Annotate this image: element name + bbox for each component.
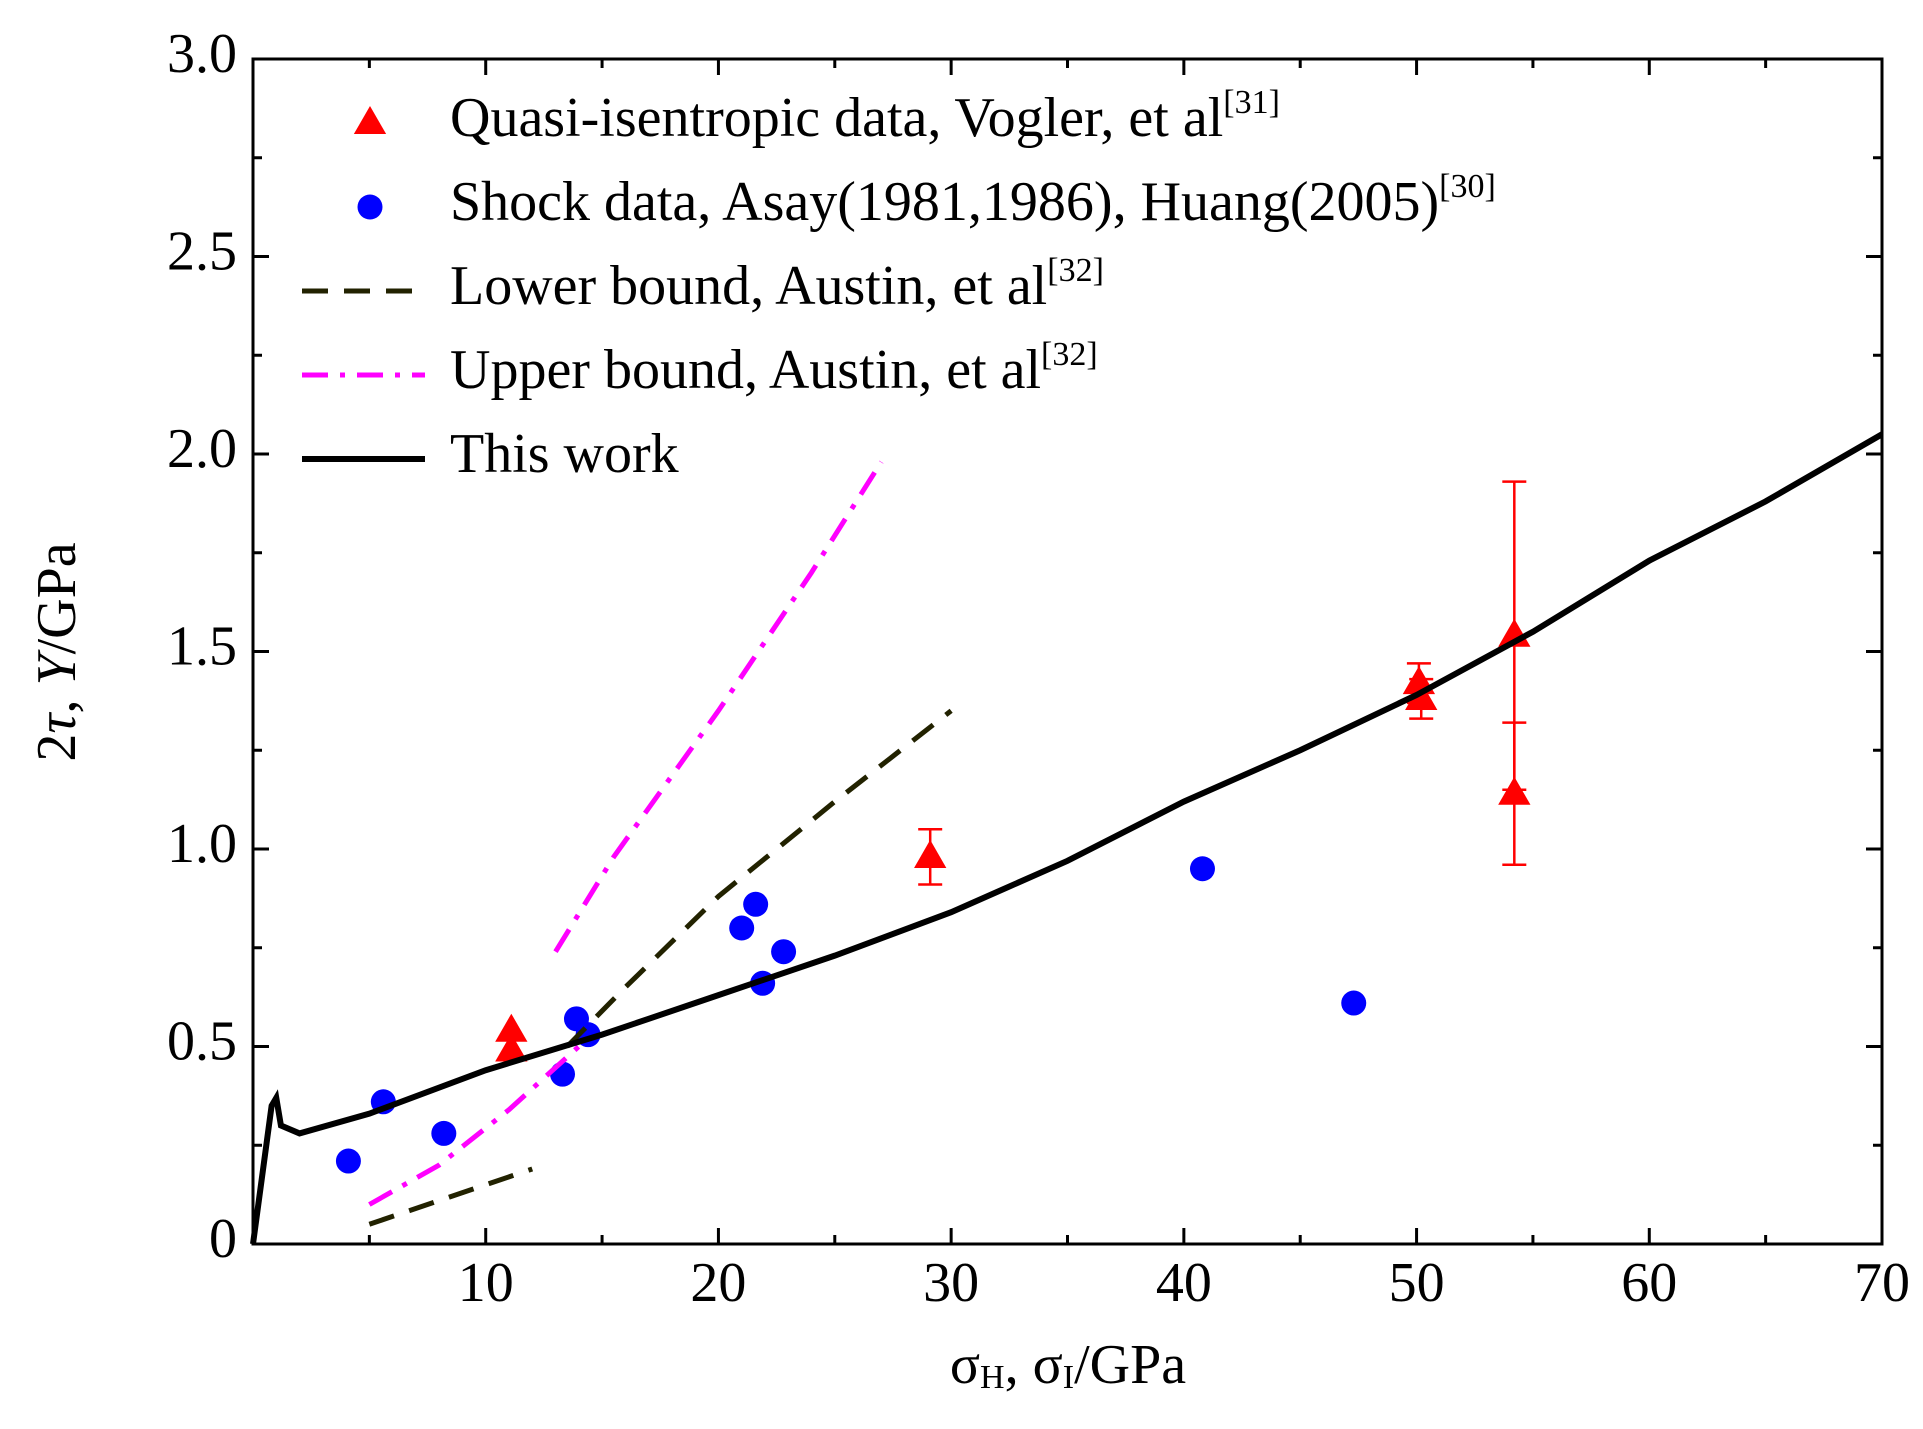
y-tick-label: 2.0 — [167, 418, 237, 480]
y-tick-label: 1.0 — [167, 813, 237, 875]
legend-label: Shock data, Asay(1981,1986), Huang(2005)… — [450, 168, 1496, 233]
circle-marker — [1341, 990, 1367, 1016]
x-tick-label: 20 — [690, 1252, 746, 1314]
circle-marker — [729, 915, 755, 941]
legend-ref: [32] — [1047, 252, 1104, 289]
x-label-part: /GPa — [1074, 1334, 1186, 1396]
triangle-marker — [914, 839, 947, 868]
triangle-marker — [1405, 681, 1438, 710]
x-label-part: I — [1063, 1359, 1074, 1396]
triangle-marker — [495, 1013, 528, 1042]
circle-marker — [335, 1148, 361, 1174]
legend-ref: [32] — [1041, 336, 1098, 373]
x-axis-label: σH, σI/GPa — [950, 1334, 1186, 1396]
x-label-part: , σ — [1005, 1334, 1063, 1396]
x-label-part: H — [980, 1359, 1005, 1396]
legend-name: Lower bound, Austin, et al — [450, 255, 1047, 317]
legend-marker — [353, 106, 387, 135]
legend-label: Quasi-isentropic data, Vogler, et al[31] — [450, 84, 1280, 149]
circle-marker — [431, 1120, 457, 1146]
triangle-marker — [495, 1033, 528, 1062]
y-label-part: , — [26, 686, 88, 714]
y-tick-label: 1.5 — [167, 615, 237, 677]
triangle-marker — [1498, 776, 1531, 805]
circle-marker — [743, 891, 769, 917]
y-label-part: τ — [26, 712, 88, 734]
x-tick-label: 40 — [1156, 1252, 1212, 1314]
legend-name: This work — [450, 423, 679, 485]
y-label-part: 2 — [26, 734, 88, 762]
x-tick-label: 50 — [1389, 1252, 1445, 1314]
x-tick-label: 10 — [458, 1252, 514, 1314]
y-axis-label: 2τ, Y/GPa — [26, 542, 88, 761]
x-tick-label: 70 — [1854, 1252, 1910, 1314]
x-label-part: σ — [950, 1334, 980, 1396]
y-tick-label: 3.0 — [167, 23, 237, 85]
y-label-part: /GPa — [26, 542, 88, 654]
legend-name: Quasi-isentropic data, Vogler, et al — [450, 87, 1223, 149]
legend-ref: [31] — [1223, 84, 1280, 121]
circle-marker — [771, 939, 797, 965]
y-tick-label: 0.5 — [167, 1010, 237, 1072]
circle-marker — [550, 1061, 576, 1087]
legend-name: Upper bound, Austin, et al — [450, 339, 1041, 401]
circle-marker — [1189, 856, 1215, 882]
series-line — [368, 460, 884, 1207]
legend-marker — [357, 194, 383, 220]
series-line — [250, 431, 1884, 1245]
x-tick-label: 30 — [923, 1252, 979, 1314]
y-tick-label: 2.5 — [167, 220, 237, 282]
legend-label: This work — [450, 423, 679, 485]
x-tick-label: 60 — [1621, 1252, 1677, 1314]
legend-ref: [30] — [1439, 168, 1496, 205]
legend-name: Shock data, Asay(1981,1986), Huang(2005) — [450, 171, 1439, 233]
series-line — [368, 708, 953, 1227]
y-tick-label: 0 — [209, 1208, 237, 1270]
legend-label: Lower bound, Austin, et al[32] — [450, 252, 1104, 317]
y-label-part: Y — [26, 649, 88, 686]
legend-label: Upper bound, Austin, et al[32] — [450, 336, 1098, 401]
